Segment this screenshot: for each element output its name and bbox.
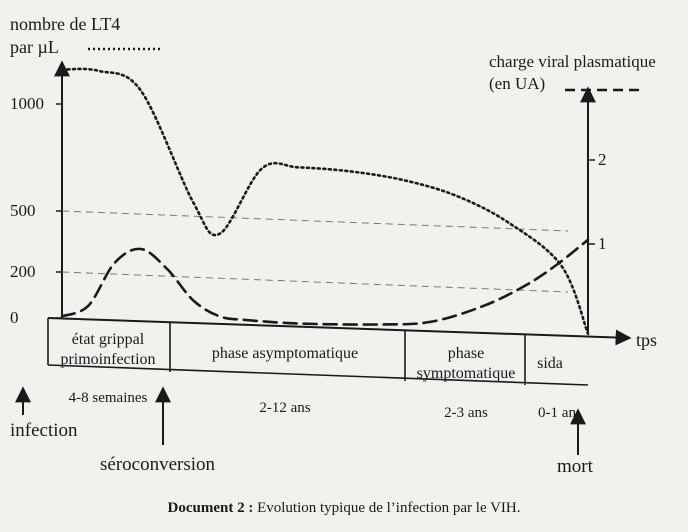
- infection-label: infection: [10, 420, 78, 441]
- caption: Document 2 : Evolution typique de l’infe…: [0, 500, 688, 517]
- phase-label-line2: symptomatique: [417, 365, 516, 382]
- phase-label: sida: [537, 355, 563, 372]
- phase-duration: 2-12 ans: [259, 400, 310, 416]
- phase-label: phase asymptomatique: [212, 345, 358, 362]
- caption-label: Document 2 :: [167, 500, 254, 516]
- left-tick-label: 200: [10, 262, 36, 281]
- phase-label: état grippal: [72, 331, 145, 348]
- phase-label: phase: [448, 345, 484, 362]
- phase-duration: 2-3 ans: [444, 405, 488, 421]
- right-tick-label: 1: [598, 234, 607, 253]
- left-axis-label-2: par µL: [10, 37, 59, 57]
- phase-duration: 4-8 semaines: [69, 390, 148, 406]
- ref-line-200: [61, 271, 569, 293]
- right-tick-label: 2: [598, 150, 607, 169]
- right-axis-label-1: charge viral plasmatique: [489, 52, 656, 71]
- right-axis-label-2: (en UA): [489, 74, 545, 93]
- phase-label-line2: primoinfection: [60, 351, 155, 368]
- time-axis: [47, 317, 632, 346]
- left-tick-label: 1000: [10, 94, 44, 113]
- seroconversion-label: séroconversion: [100, 454, 216, 475]
- left-tick-label: 0: [10, 308, 19, 327]
- lt4-count-line: [60, 67, 590, 336]
- ref-line-500: [61, 210, 569, 232]
- phase-duration: 0-1 an: [538, 405, 576, 421]
- phase-band-bottom: [47, 364, 589, 386]
- left-tick-label: 500: [10, 201, 36, 220]
- death-label: mort: [557, 456, 594, 477]
- viral-load-line: [60, 238, 590, 326]
- time-axis-label: tps: [636, 330, 657, 350]
- left-axis-label-1: nombre de LT4: [10, 14, 120, 34]
- caption-text: Evolution typique de l’infection par le …: [253, 500, 521, 516]
